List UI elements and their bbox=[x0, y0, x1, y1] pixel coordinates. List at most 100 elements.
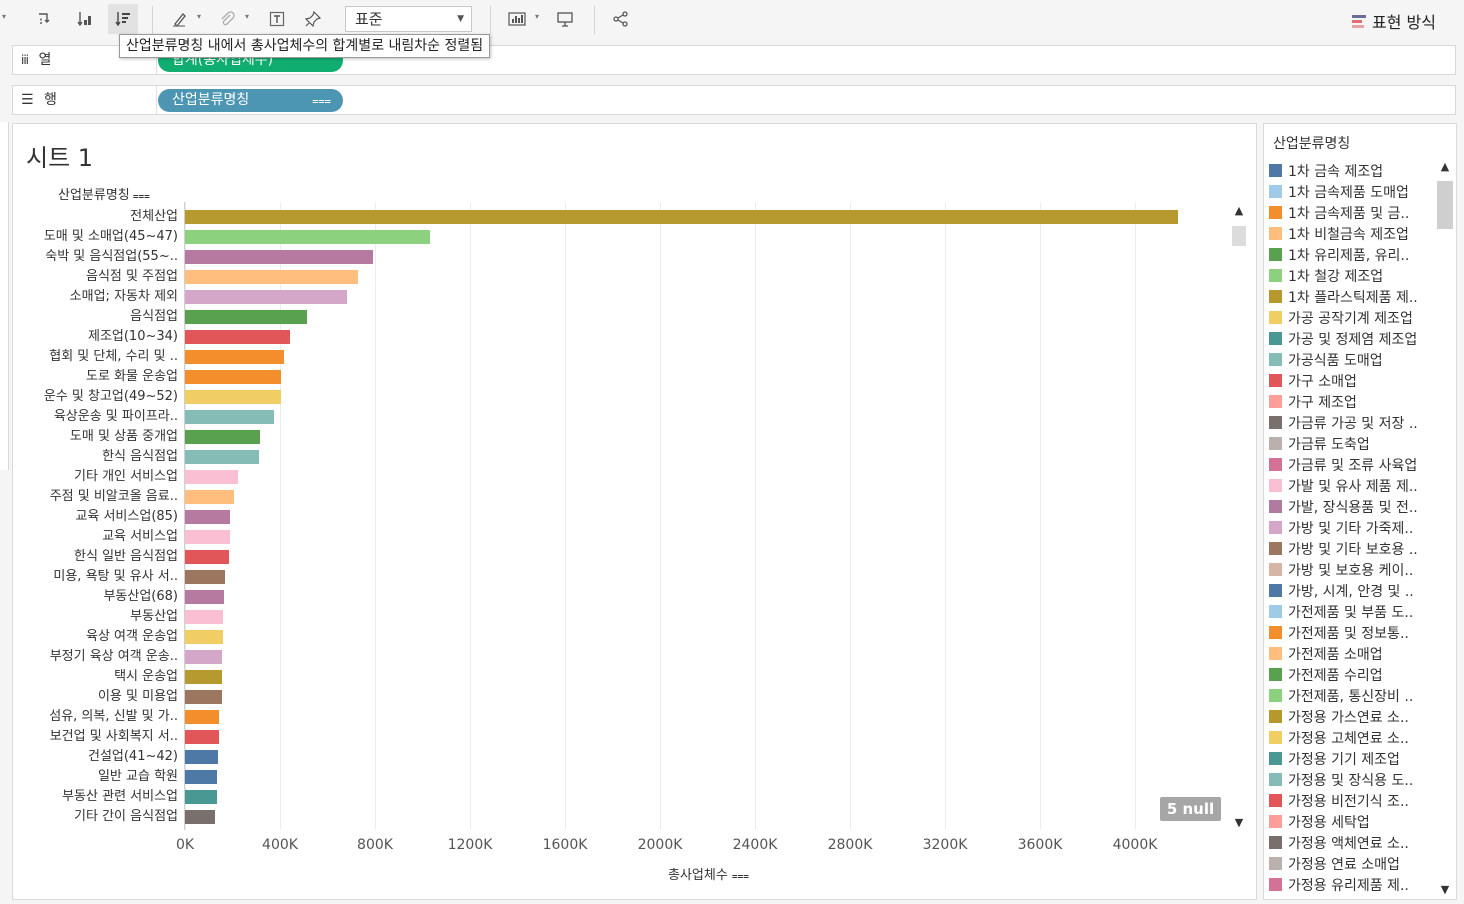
category-label[interactable]: 도매 및 소매업(45~47) bbox=[43, 229, 178, 244]
category-label[interactable]: 숙박 및 음식점업(55~.. bbox=[45, 249, 178, 264]
legend-item[interactable]: 가정용 기기 제조업 bbox=[1269, 748, 1434, 769]
category-label[interactable]: 일반 교습 학원 bbox=[97, 769, 178, 784]
swap-rows-columns-icon[interactable] bbox=[30, 4, 60, 34]
legend-scrollbar[interactable]: ▲ ▼ bbox=[1436, 160, 1454, 899]
bar[interactable] bbox=[185, 710, 220, 724]
bar[interactable] bbox=[185, 670, 222, 684]
chart-scrollbar[interactable]: ▲ ▼ bbox=[1230, 204, 1248, 829]
bar[interactable] bbox=[185, 350, 284, 364]
bar[interactable] bbox=[185, 210, 1178, 224]
category-label[interactable]: 택시 운송업 bbox=[114, 669, 178, 684]
legend-item[interactable]: 가구 소매업 bbox=[1269, 370, 1434, 391]
category-label[interactable]: 육상운송 및 파이프라.. bbox=[53, 409, 178, 424]
category-label[interactable]: 도로 화물 운송업 bbox=[86, 369, 178, 384]
legend-item[interactable]: 1차 금속제품 및 금.. bbox=[1269, 202, 1434, 223]
scroll-up-icon[interactable]: ▲ bbox=[1440, 160, 1450, 173]
bar[interactable] bbox=[185, 490, 234, 504]
legend-item[interactable]: 1차 유리제품, 유리.. bbox=[1269, 244, 1434, 265]
bar[interactable] bbox=[185, 810, 215, 824]
rows-pill[interactable]: 산업분류명칭 ⩶ bbox=[158, 89, 343, 112]
legend-item[interactable]: 가공식품 도매업 bbox=[1269, 349, 1434, 370]
bar[interactable] bbox=[185, 390, 282, 404]
pin-icon[interactable] bbox=[298, 4, 328, 34]
bar[interactable] bbox=[185, 690, 222, 704]
legend-item[interactable]: 가정용 유리제품 제.. bbox=[1269, 874, 1434, 895]
scroll-thumb[interactable] bbox=[1437, 181, 1453, 229]
bar[interactable] bbox=[185, 470, 239, 484]
bar[interactable] bbox=[185, 250, 373, 264]
legend-item[interactable]: 가정용 연료 소매업 bbox=[1269, 853, 1434, 874]
category-label[interactable]: 음식점 및 주점업 bbox=[86, 269, 178, 284]
row-header[interactable]: 산업분류명칭 ⩶ bbox=[58, 188, 150, 203]
legend-item[interactable]: 가전제품 및 정보통.. bbox=[1269, 622, 1434, 643]
legend-item[interactable]: 가방, 시계, 안경 및 .. bbox=[1269, 580, 1434, 601]
show-me-button[interactable]: 표현 방식 bbox=[1352, 9, 1436, 33]
show-cards-icon[interactable] bbox=[502, 4, 532, 34]
legend-item[interactable]: 가공 공작기계 제조업 bbox=[1269, 307, 1434, 328]
scroll-up-icon[interactable]: ▲ bbox=[1234, 204, 1244, 217]
bar[interactable] bbox=[185, 550, 229, 564]
category-label[interactable]: 주점 및 비알코올 음료.. bbox=[49, 489, 178, 504]
legend-item[interactable]: 1차 철강 제조업 bbox=[1269, 265, 1434, 286]
legend-item[interactable]: 가공 및 정제염 제조업 bbox=[1269, 328, 1434, 349]
category-label[interactable]: 미용, 욕탕 및 유사 서.. bbox=[53, 569, 178, 584]
bar[interactable] bbox=[185, 730, 220, 744]
bar[interactable] bbox=[185, 310, 308, 324]
rows-shelf[interactable]: ☰ 행 산업분류명칭 ⩶ bbox=[12, 85, 1456, 115]
legend-item[interactable]: 가발, 장식용품 및 전.. bbox=[1269, 496, 1434, 517]
bar[interactable] bbox=[185, 370, 282, 384]
text-label-icon[interactable] bbox=[262, 4, 292, 34]
legend-item[interactable]: 가발 및 유사 제품 제.. bbox=[1269, 475, 1434, 496]
category-label[interactable]: 교육 서비스업 bbox=[102, 529, 178, 544]
legend-item[interactable]: 가전제품 및 부품 도.. bbox=[1269, 601, 1434, 622]
category-label[interactable]: 부동산업 bbox=[130, 609, 178, 624]
legend-item[interactable]: 가정용 가스연료 소.. bbox=[1269, 706, 1434, 727]
bar[interactable] bbox=[185, 630, 223, 644]
category-label[interactable]: 이용 및 미용업 bbox=[97, 689, 178, 704]
category-label[interactable]: 섬유, 의복, 신발 및 가.. bbox=[49, 709, 178, 724]
legend-item[interactable]: 가정용 세탁업 bbox=[1269, 811, 1434, 832]
category-label[interactable]: 소매업; 자동차 제외 bbox=[69, 289, 178, 304]
legend-item[interactable]: 가금류 가공 및 저장 .. bbox=[1269, 412, 1434, 433]
chevron-down-icon[interactable]: ▾ bbox=[2, 12, 7, 21]
category-label[interactable]: 음식점업 bbox=[130, 309, 178, 324]
legend-item[interactable]: 가전제품 소매업 bbox=[1269, 643, 1434, 664]
category-label[interactable]: 도매 및 상품 중개업 bbox=[69, 429, 178, 444]
category-label[interactable]: 보건업 및 사회복지 서.. bbox=[49, 729, 178, 744]
legend-item[interactable]: 가정용 고체연료 소.. bbox=[1269, 727, 1434, 748]
sort-ascending-icon[interactable] bbox=[70, 4, 100, 34]
legend-item[interactable]: 1차 플라스틱제품 제.. bbox=[1269, 286, 1434, 307]
share-icon[interactable] bbox=[606, 4, 636, 34]
legend-item[interactable]: 가방 및 보호용 케이.. bbox=[1269, 559, 1434, 580]
bar[interactable] bbox=[185, 450, 259, 464]
legend-item[interactable]: 가정용 및 장식용 도.. bbox=[1269, 769, 1434, 790]
legend-item[interactable]: 가정용 비전기식 조.. bbox=[1269, 790, 1434, 811]
bar[interactable] bbox=[185, 790, 218, 804]
chevron-down-icon[interactable]: ▾ bbox=[245, 12, 250, 21]
category-label[interactable]: 전체산업 bbox=[130, 209, 178, 224]
legend-item[interactable]: 가방 및 기타 가죽제.. bbox=[1269, 517, 1434, 538]
bar[interactable] bbox=[185, 330, 290, 344]
legend-item[interactable]: 가정용 직물제품 제.. bbox=[1269, 895, 1434, 900]
legend-item[interactable]: 가정용 액체연료 소.. bbox=[1269, 832, 1434, 853]
legend-item[interactable]: 가전제품, 통신장비 .. bbox=[1269, 685, 1434, 706]
presentation-mode-icon[interactable] bbox=[550, 4, 580, 34]
category-label[interactable]: 부정기 육상 여객 운송.. bbox=[49, 649, 178, 664]
null-indicator[interactable]: 5 null bbox=[1160, 797, 1221, 821]
bar[interactable] bbox=[185, 510, 231, 524]
category-label[interactable]: 기타 개인 서비스업 bbox=[74, 469, 178, 484]
category-label[interactable]: 부동산 관련 서비스업 bbox=[62, 789, 178, 804]
category-label[interactable]: 기타 간이 음식점업 bbox=[74, 809, 178, 824]
category-label[interactable]: 부동산업(68) bbox=[103, 589, 178, 604]
bar[interactable] bbox=[185, 610, 223, 624]
x-axis-title[interactable]: 총사업체수 ⩶ bbox=[668, 868, 749, 883]
legend-item[interactable]: 가방 및 기타 보호용 .. bbox=[1269, 538, 1434, 559]
category-label[interactable]: 건설업(41~42) bbox=[87, 749, 178, 764]
bar[interactable] bbox=[185, 410, 275, 424]
bar[interactable] bbox=[185, 750, 219, 764]
paperclip-icon[interactable] bbox=[212, 4, 242, 34]
chevron-down-icon[interactable]: ▾ bbox=[197, 12, 202, 21]
bar[interactable] bbox=[185, 290, 347, 304]
legend-item[interactable]: 가금류 도축업 bbox=[1269, 433, 1434, 454]
legend-item[interactable]: 1차 비철금속 제조업 bbox=[1269, 223, 1434, 244]
